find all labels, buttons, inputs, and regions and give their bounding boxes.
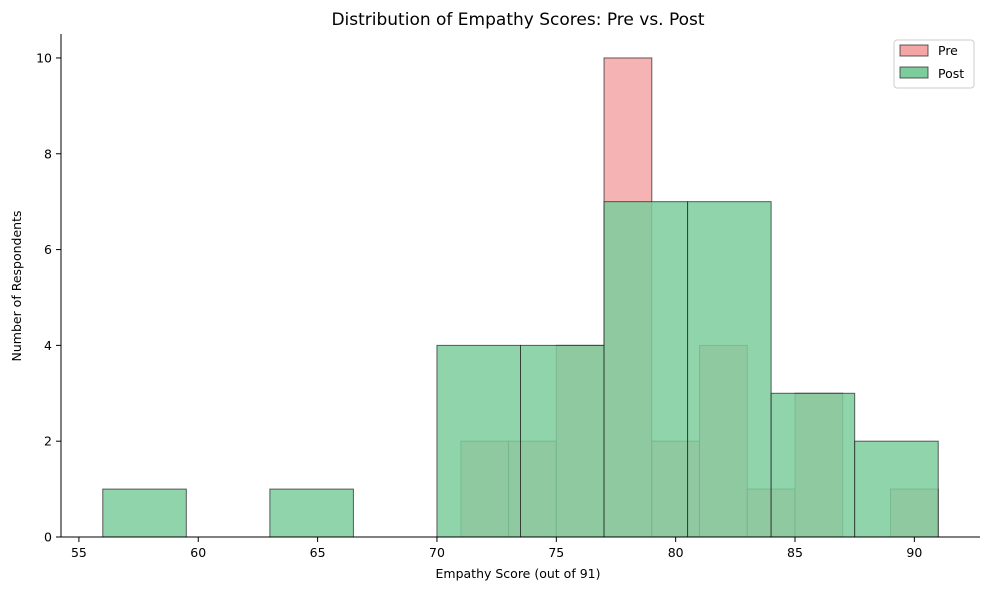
x-ticks: 55 60 65 70 75 80 85 90	[71, 537, 922, 560]
bar-post-7	[687, 201, 772, 538]
chart-title: Distribution of Empathy Scores: Pre vs. …	[331, 10, 704, 30]
bar-post-0	[102, 488, 187, 538]
legend: Pre Post	[893, 39, 975, 89]
y-tick-label: 8	[44, 146, 52, 161]
x-tick-label: 55	[71, 545, 87, 560]
legend-label-pre: Pre	[938, 43, 958, 58]
x-tick-label: 70	[429, 545, 445, 560]
x-tick-label: 60	[190, 545, 206, 560]
x-tick-label: 80	[668, 545, 684, 560]
bar-post-9	[854, 440, 939, 538]
y-ticks: 0 2 4 6 8 10	[36, 50, 61, 545]
y-tick-label: 6	[44, 242, 52, 257]
x-tick-label: 75	[548, 545, 564, 560]
bars-layer	[102, 57, 939, 538]
x-axis-label: Empathy Score (out of 91)	[436, 566, 601, 581]
legend-swatch-pre	[899, 44, 929, 57]
bar-post-6	[603, 201, 689, 538]
legend-swatch-post	[899, 66, 929, 79]
y-tick-label: 2	[44, 434, 52, 449]
x-tick-label: 90	[906, 545, 922, 560]
y-tick-label: 10	[36, 50, 52, 65]
y-tick-label: 0	[44, 530, 52, 545]
y-axis-label: Number of Respondents	[9, 210, 24, 361]
bar-post-2	[269, 488, 354, 538]
bar-post-5	[520, 344, 605, 538]
legend-label-post: Post	[938, 66, 964, 81]
x-tick-label: 65	[310, 545, 326, 560]
x-tick-label: 85	[787, 545, 803, 560]
bar-post-4	[436, 344, 522, 538]
bar-post-8	[770, 392, 856, 538]
y-tick-label: 4	[44, 338, 52, 353]
